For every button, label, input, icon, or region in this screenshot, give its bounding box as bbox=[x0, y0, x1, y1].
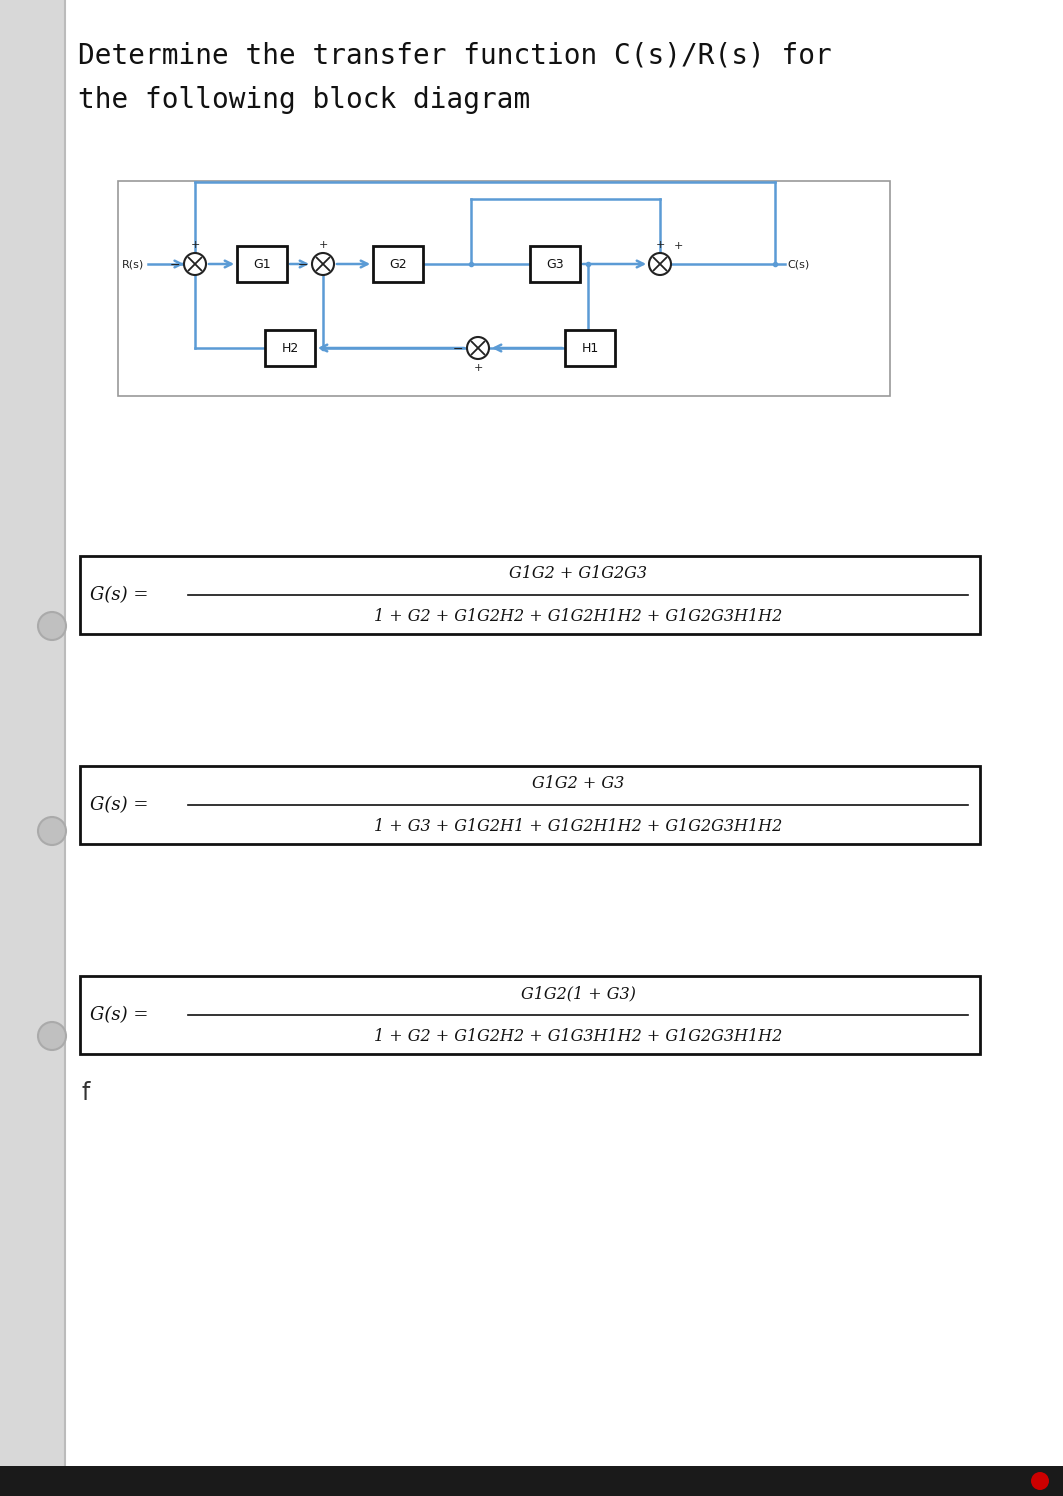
Bar bbox=[0, 0, 65, 1496]
Text: the following block diagram: the following block diagram bbox=[78, 85, 530, 114]
Text: Determine the transfer function C(s)/R(s) for: Determine the transfer function C(s)/R(s… bbox=[78, 40, 831, 69]
Text: +: + bbox=[655, 239, 664, 250]
Text: R(s): R(s) bbox=[122, 259, 144, 269]
Circle shape bbox=[1031, 1472, 1049, 1490]
Bar bbox=[118, 181, 890, 396]
Text: G(s) =: G(s) = bbox=[90, 1005, 149, 1023]
Text: 1 + G2 + G1G2H2 + G1G3H1H2 + G1G2G3H1H2: 1 + G2 + G1G2H2 + G1G3H1H2 + G1G2G3H1H2 bbox=[374, 1028, 782, 1046]
Bar bbox=[265, 331, 315, 367]
Bar bbox=[80, 557, 980, 634]
Circle shape bbox=[38, 817, 66, 845]
Text: −: − bbox=[298, 259, 308, 271]
Text: C(s): C(s) bbox=[787, 259, 809, 269]
Text: H2: H2 bbox=[282, 341, 299, 355]
Circle shape bbox=[38, 1022, 66, 1050]
Text: G1G2 + G3: G1G2 + G3 bbox=[532, 775, 624, 791]
Circle shape bbox=[38, 612, 66, 640]
Bar bbox=[80, 975, 980, 1055]
Text: G2: G2 bbox=[389, 257, 407, 271]
Text: f: f bbox=[82, 1082, 90, 1106]
Text: 1 + G2 + G1G2H2 + G1G2H1H2 + G1G2G3H1H2: 1 + G2 + G1G2H2 + G1G2H1H2 + G1G2G3H1H2 bbox=[374, 607, 782, 625]
Bar bbox=[530, 245, 580, 283]
Text: +: + bbox=[318, 239, 327, 250]
Circle shape bbox=[649, 253, 671, 275]
Text: G1G2 + G1G2G3: G1G2 + G1G2G3 bbox=[509, 565, 647, 582]
Text: +: + bbox=[473, 364, 483, 373]
Bar bbox=[0, 1466, 1063, 1496]
Text: +: + bbox=[190, 239, 200, 250]
Text: G3: G3 bbox=[546, 257, 563, 271]
Text: H1: H1 bbox=[581, 341, 598, 355]
Text: −: − bbox=[169, 259, 180, 271]
Circle shape bbox=[313, 253, 334, 275]
Bar bbox=[373, 245, 423, 283]
Text: G1G2(1 + G3): G1G2(1 + G3) bbox=[521, 984, 636, 1002]
Text: 1 + G3 + G1G2H1 + G1G2H1H2 + G1G2G3H1H2: 1 + G3 + G1G2H1 + G1G2H1H2 + G1G2G3H1H2 bbox=[374, 818, 782, 835]
Text: G(s) =: G(s) = bbox=[90, 586, 149, 604]
Text: G(s) =: G(s) = bbox=[90, 796, 149, 814]
Text: +: + bbox=[674, 241, 684, 251]
Bar bbox=[566, 331, 615, 367]
Bar bbox=[80, 766, 980, 844]
Text: −: − bbox=[453, 343, 463, 356]
Text: G1: G1 bbox=[253, 257, 271, 271]
Circle shape bbox=[184, 253, 206, 275]
Circle shape bbox=[467, 337, 489, 359]
Bar bbox=[237, 245, 287, 283]
